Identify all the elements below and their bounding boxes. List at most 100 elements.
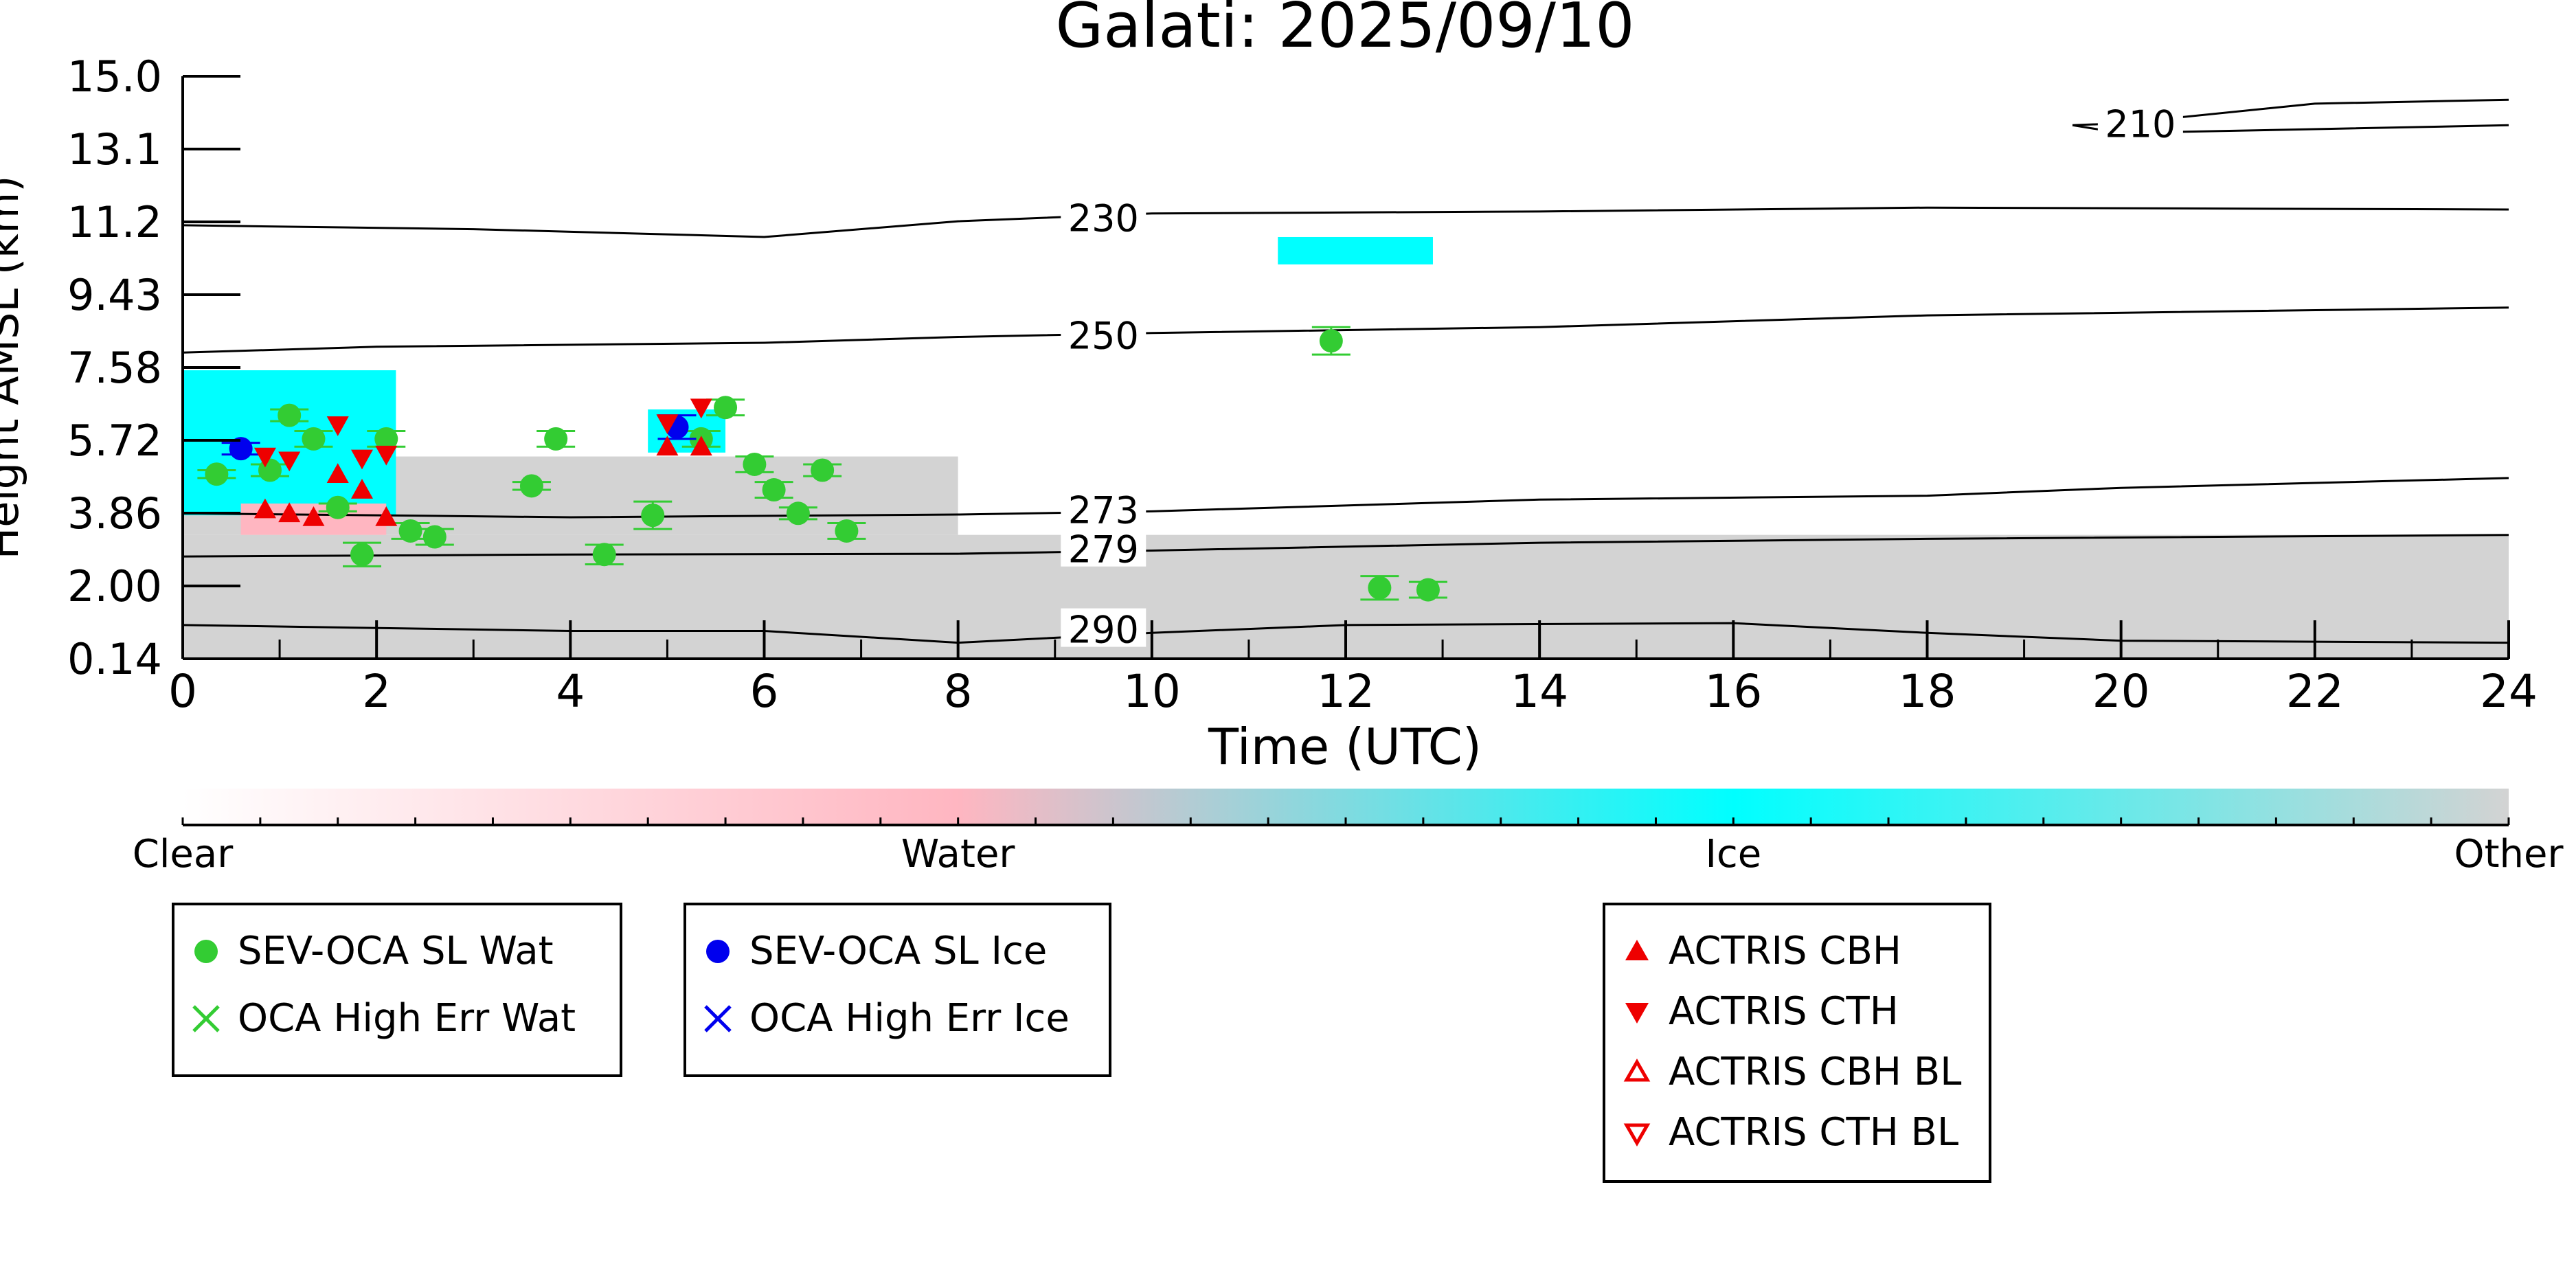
data-point xyxy=(229,437,253,461)
filled-circle-icon xyxy=(185,931,227,972)
contour-label: 273 xyxy=(1068,489,1139,532)
contour-label-bg xyxy=(1061,314,1146,353)
data-point xyxy=(398,519,422,543)
colorbar-labels: Clear Water Ice Other xyxy=(133,832,2564,877)
legend-label: OCA High Err Wat xyxy=(238,996,576,1041)
data-point xyxy=(762,478,786,502)
data-point xyxy=(1368,576,1392,600)
data-point xyxy=(375,445,398,466)
contour-label: 210 xyxy=(2105,102,2176,146)
data-point xyxy=(835,519,859,543)
data-point xyxy=(656,414,679,435)
data-point xyxy=(375,506,398,526)
y-tick-label: 7.58 xyxy=(67,343,162,393)
class-region xyxy=(1278,236,1433,264)
legend-label: ACTRIS CBH xyxy=(1669,929,1902,973)
contour-line xyxy=(183,306,2509,354)
data-point xyxy=(1416,578,1440,602)
data-point xyxy=(253,498,276,519)
contour-label: 230 xyxy=(1068,196,1139,240)
contour-label-bg xyxy=(1061,608,1146,647)
data-point xyxy=(374,427,398,451)
data-point xyxy=(811,458,835,482)
contour-line xyxy=(2072,124,2509,135)
data-point xyxy=(302,427,326,451)
contour-label: 279 xyxy=(1068,528,1139,572)
data-point xyxy=(786,501,810,526)
data-markers xyxy=(197,326,1447,602)
x-axis-label: Time (UTC) xyxy=(1208,718,1482,776)
data-point xyxy=(351,449,374,470)
legend-ice: SEV-OCA SL Ice OCA High Err Ice xyxy=(683,903,1111,1077)
x-tick-label: 20 xyxy=(2092,665,2150,718)
data-point xyxy=(326,463,349,484)
data-point xyxy=(205,462,229,486)
contour-label-bg xyxy=(1061,196,1146,236)
legend-item: SEV-OCA SL Wat xyxy=(174,929,554,973)
legend-label: OCA High Err Ice xyxy=(749,996,1070,1041)
data-point xyxy=(656,436,679,456)
y-tick-label: 5.72 xyxy=(67,416,162,466)
colorbar-ticks xyxy=(181,817,2510,825)
colorbar-label: Ice xyxy=(1705,832,1761,877)
contour-line xyxy=(183,477,2509,519)
open-triangle-up-icon xyxy=(1616,1052,1658,1093)
x-tick-label: 22 xyxy=(2286,665,2344,718)
contour-label-bg xyxy=(1061,488,1146,528)
legend-item: OCA High Err Wat xyxy=(174,996,576,1041)
data-point xyxy=(253,447,276,468)
y-ticks: 0.14 2.00 3.86 5.72 7.58 9.43 11.2 13.1 15.0 xyxy=(67,52,240,684)
y-tick-label: 9.43 xyxy=(67,270,162,320)
data-point xyxy=(641,504,665,528)
x-tick-label: 8 xyxy=(944,665,973,718)
legend-label: SEV-OCA SL Wat xyxy=(238,929,554,973)
data-point xyxy=(690,398,712,419)
legend-item: OCA High Err Ice xyxy=(686,996,1070,1041)
y-tick-label: 13.1 xyxy=(67,124,162,174)
x-ticks: 0 2 4 6 8 10 12 14 16 18 20 22 24 xyxy=(168,620,2538,718)
contour-line xyxy=(183,206,2509,238)
x-tick-label: 10 xyxy=(1123,665,1181,718)
x-tick-label: 6 xyxy=(750,665,779,718)
y-axis-label: Height AMSL (km) xyxy=(0,176,28,560)
filled-circle-icon xyxy=(697,931,738,972)
data-point xyxy=(1319,329,1343,353)
data-point xyxy=(326,416,349,436)
data-point xyxy=(278,451,301,472)
colorbar-label: Clear xyxy=(133,832,234,877)
legend-label: ACTRIS CTH BL xyxy=(1669,1110,1959,1155)
y-tick-label: 3.86 xyxy=(67,488,162,539)
contour-label-bg xyxy=(2097,102,2183,142)
cloud-classification-field xyxy=(183,236,2509,659)
y-tick-label: 0.14 xyxy=(67,634,162,684)
colorbar-label: Water xyxy=(901,832,1016,877)
legend-water: SEV-OCA SL Wat OCA High Err Wat xyxy=(172,903,622,1077)
x-tick-label: 0 xyxy=(168,665,197,718)
legend-item: ACTRIS CTH BL xyxy=(1605,1110,1958,1155)
legend-actris: ACTRIS CBH ACTRIS CTH ACTRIS CBH BL ACTR… xyxy=(1603,903,1991,1183)
y-tick-label: 11.2 xyxy=(67,197,162,247)
x-icon xyxy=(697,998,738,1039)
chart-title: Galati: 2025/09/10 xyxy=(1055,0,1634,62)
data-point xyxy=(519,474,543,498)
contour-line xyxy=(183,534,2509,558)
x-tick-label: 12 xyxy=(1317,665,1375,718)
data-point xyxy=(690,436,712,456)
open-triangle-down-icon xyxy=(1616,1112,1658,1153)
data-point xyxy=(743,452,767,476)
data-point xyxy=(258,458,282,482)
colorbar-label: Other xyxy=(2454,832,2564,877)
colorbar: Clear Water Ice Other xyxy=(133,789,2564,877)
y-tick-label: 15.0 xyxy=(67,52,162,102)
contour-line xyxy=(183,622,2509,644)
data-point xyxy=(714,396,738,420)
filled-triangle-up-icon xyxy=(1616,931,1658,972)
data-point xyxy=(422,525,447,549)
data-point xyxy=(351,479,374,499)
data-point xyxy=(544,427,568,451)
legend-item: ACTRIS CBH xyxy=(1605,929,1901,973)
data-point xyxy=(278,403,302,427)
data-point xyxy=(278,502,301,523)
legend-item: SEV-OCA SL Ice xyxy=(686,929,1047,973)
x-tick-label: 14 xyxy=(1511,665,1568,718)
